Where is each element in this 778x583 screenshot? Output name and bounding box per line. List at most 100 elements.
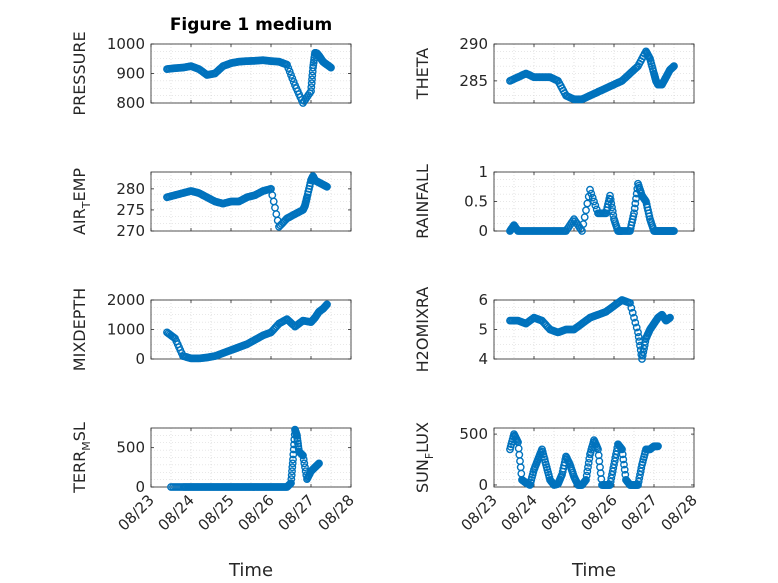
- data-point: [584, 458, 593, 467]
- data-point: [307, 87, 315, 96]
- data-point: [287, 471, 296, 480]
- data-point: [630, 313, 638, 322]
- data-point: [628, 308, 637, 317]
- subplot-mixdepth: 0 1000 2000 MIXDEPTH: [70, 288, 352, 371]
- data-point: [288, 74, 297, 83]
- x-tick-label: 08/25: [195, 491, 238, 534]
- y-tick-label: 5: [478, 321, 488, 339]
- data-point: [638, 351, 647, 360]
- data-point: [327, 63, 335, 72]
- y-tick-label: 0: [135, 350, 145, 368]
- subplot-rainfall: 0 0.5 1 RAINFALL: [413, 163, 695, 240]
- data-point: [670, 227, 678, 235]
- data-point: [666, 313, 674, 322]
- y-tick-label: 285: [459, 72, 488, 90]
- y-tick-label: 0: [478, 476, 488, 494]
- y-tick-label: 1000: [107, 321, 145, 339]
- data-point: [590, 197, 598, 206]
- data-point: [578, 227, 586, 235]
- data-point: [606, 195, 615, 204]
- data-point: [608, 207, 617, 216]
- data-point: [323, 182, 331, 191]
- y-tick-label: 500: [116, 439, 145, 457]
- data-point: [323, 300, 331, 309]
- data-point: [654, 442, 662, 451]
- figure-title: Figure 1 medium: [170, 15, 332, 35]
- y-axis-label: THETA: [413, 48, 432, 100]
- x-tick-label: 08/25: [538, 491, 581, 534]
- data-point: [630, 204, 639, 213]
- data-point: [632, 194, 640, 203]
- axes-box: [493, 43, 695, 104]
- data-point: [618, 450, 627, 459]
- y-tick-label: 6: [478, 291, 488, 309]
- y-tick-label: 800: [116, 94, 145, 112]
- data-point: [308, 71, 317, 80]
- x-tick-label: 08/28: [315, 491, 358, 534]
- data-point: [631, 199, 640, 208]
- data-point: [631, 318, 640, 327]
- y-tick-label: 0: [478, 222, 488, 240]
- y-axis-label: AIRTEMP: [70, 168, 93, 235]
- data-point: [300, 459, 309, 468]
- data-point: [582, 471, 591, 480]
- data-point: [580, 213, 589, 222]
- subplot-h2omixra: 4 5 6 H2OMIXRA: [413, 287, 695, 373]
- data-point: [285, 67, 294, 76]
- y-axis-label: PRESSURE: [70, 31, 89, 115]
- y-tick-label: 275: [116, 201, 145, 219]
- data-point: [606, 191, 614, 200]
- y-tick-label: 0.5: [464, 193, 488, 211]
- y-axis-label: SUNFLUX: [413, 422, 436, 493]
- data-point: [307, 83, 316, 92]
- data-point: [587, 189, 596, 198]
- y-tick-label: 290: [459, 35, 488, 53]
- data-point: [626, 298, 634, 307]
- data-point: [619, 455, 628, 464]
- data-point: [639, 348, 648, 356]
- data-point: [588, 193, 597, 202]
- data-point: [582, 475, 590, 484]
- x-tick-label: 08/27: [618, 491, 661, 534]
- x-tick-label: 08/26: [235, 491, 278, 534]
- y-tick-label: 4: [478, 350, 488, 368]
- data-point: [288, 463, 297, 472]
- y-tick-label: 1000: [107, 35, 145, 53]
- data-point: [627, 303, 636, 312]
- data-point: [591, 201, 600, 210]
- x-tick-label: 08/27: [275, 491, 318, 534]
- y-tick-label: 2000: [107, 291, 145, 309]
- data-point: [583, 467, 592, 476]
- y-axis-label: MIXDEPTH: [70, 288, 89, 371]
- data-point: [287, 475, 296, 483]
- data-point: [288, 459, 297, 468]
- data-point: [288, 467, 296, 476]
- y-tick-label: 900: [116, 65, 145, 83]
- data-point: [583, 199, 592, 208]
- y-axis-label: H2OMIXRA: [413, 287, 432, 373]
- x-axis-label-left: Time: [228, 560, 273, 581]
- y-tick-label: 1: [478, 163, 488, 181]
- subplot-theta: 285 290 THETA: [413, 35, 695, 104]
- data-point: [301, 463, 309, 472]
- data-point: [632, 323, 641, 332]
- y-tick-label: 270: [116, 222, 145, 240]
- data-point: [307, 79, 316, 88]
- data-point: [287, 479, 295, 487]
- data-point: [299, 455, 308, 464]
- x-tick-label: 08/23: [115, 491, 158, 534]
- data-point: [607, 199, 616, 208]
- data-point: [315, 459, 323, 468]
- data-point: [638, 355, 646, 363]
- data-point: [620, 460, 628, 469]
- axes-box: [493, 427, 695, 488]
- y-tick-label: 0: [135, 478, 145, 496]
- x-tick-label: 08/26: [578, 491, 621, 534]
- x-tick-label: 08/24: [155, 491, 198, 534]
- axes-box: [150, 171, 352, 232]
- data-point: [630, 209, 638, 218]
- y-axis-label: RAINFALL: [413, 164, 432, 239]
- y-tick-label: 280: [116, 180, 145, 198]
